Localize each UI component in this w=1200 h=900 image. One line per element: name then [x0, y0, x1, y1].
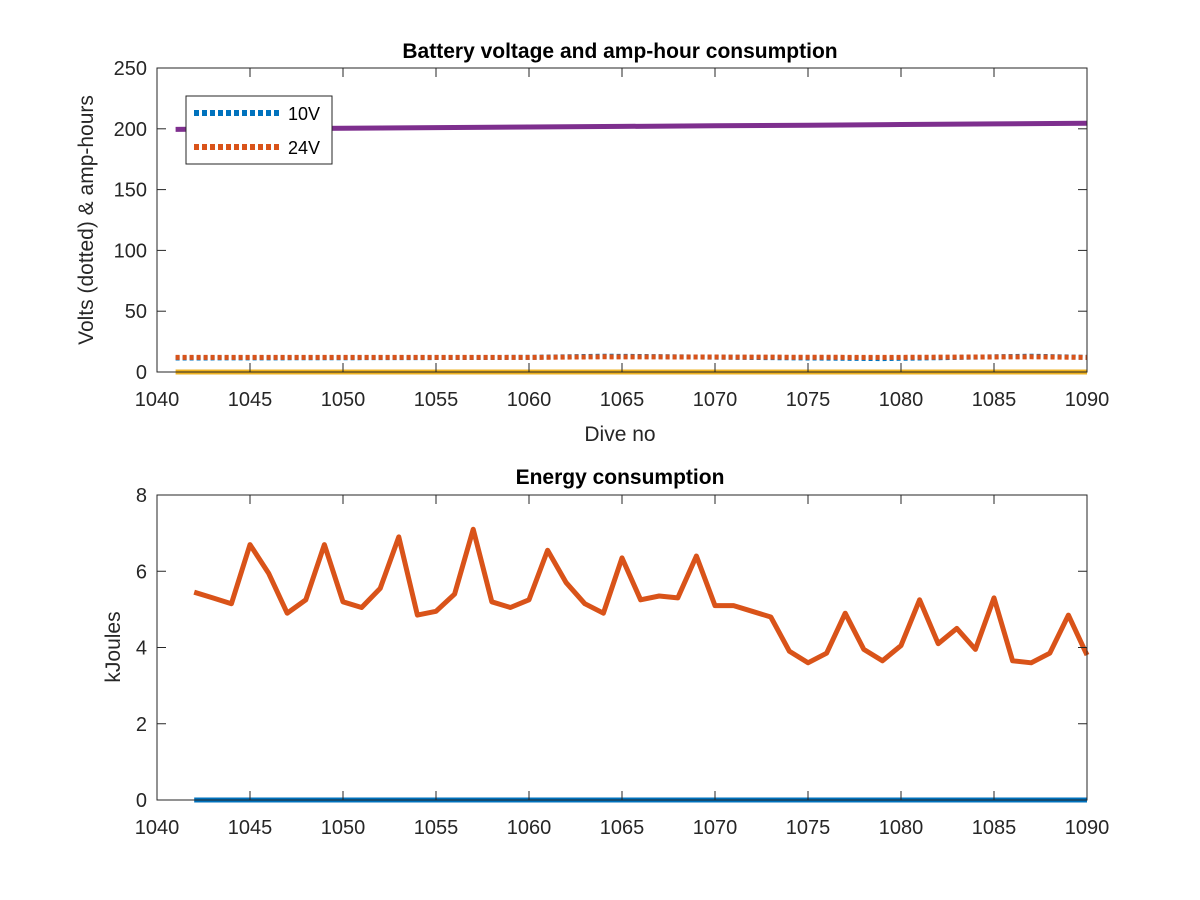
top-y-axis-label: Volts (dotted) & amp-hours [75, 95, 98, 345]
legend: 10V 24V [185, 95, 333, 165]
bottom-series-layer [193, 526, 1090, 803]
bottom-x-tick-label: 1060 [507, 817, 552, 839]
bottom-x-tick-label: 1075 [786, 817, 831, 839]
legend-box [185, 95, 333, 165]
voltage-amphour-plot: Battery voltage and amp-hour consumption… [75, 40, 1109, 446]
bottom-series-line-1 [193, 526, 1090, 666]
bottom-x-tick-label: 1055 [414, 817, 459, 839]
top-x-tick-label: 1060 [507, 389, 552, 411]
bottom-y-tick-label: 0 [136, 790, 147, 812]
bottom-x-tick-label: 1050 [321, 817, 366, 839]
top-x-tick-label: 1040 [135, 389, 180, 411]
top-x-ticks: 1040 1045 1050 1055 1060 1065 1070 1075 1080 1085… [135, 68, 1110, 411]
top-series-line-1 [175, 354, 1088, 360]
top-x-axis-label: Dive no [584, 423, 655, 446]
bottom-y-tick-label: 6 [136, 561, 147, 583]
top-x-tick-label: 1070 [693, 389, 738, 411]
top-y-tick-label: 250 [114, 58, 147, 80]
bottom-y-tick-label: 8 [136, 485, 147, 507]
legend-label-10v: 10V [288, 104, 320, 124]
top-y-tick-label: 100 [114, 240, 147, 262]
top-x-tick-label: 1090 [1065, 389, 1110, 411]
bottom-x-tick-label: 1045 [228, 817, 273, 839]
bottom-x-tick-label: 1065 [600, 817, 645, 839]
top-y-tick-label: 50 [125, 301, 147, 323]
energy-plot: Energy consumption 1040 1045 1050 1055 1060 1… [102, 466, 1109, 839]
bottom-x-tick-label: 1085 [972, 817, 1017, 839]
top-x-tick-label: 1045 [228, 389, 273, 411]
bottom-x-tick-label: 1040 [135, 817, 180, 839]
top-y-tick-label: 0 [136, 362, 147, 384]
top-y-ticks: 0 50 100 150 200 250 [114, 58, 1087, 384]
top-x-tick-label: 1085 [972, 389, 1017, 411]
bottom-y-ticks: 0 2 4 6 8 [136, 485, 1087, 812]
bottom-y-tick-label: 4 [136, 638, 147, 660]
top-x-tick-label: 1075 [786, 389, 831, 411]
legend-label-24v: 24V [288, 138, 320, 158]
top-x-tick-label: 1065 [600, 389, 645, 411]
top-chart-title: Battery voltage and amp-hour consumption [402, 40, 837, 63]
top-y-tick-label: 150 [114, 180, 147, 202]
bottom-chart-title: Energy consumption [516, 466, 725, 489]
top-y-tick-label: 200 [114, 119, 147, 141]
bottom-y-axis-label: kJoules [102, 611, 125, 682]
bottom-x-tick-label: 1080 [879, 817, 924, 839]
top-x-tick-label: 1050 [321, 389, 366, 411]
bottom-x-tick-label: 1070 [693, 817, 738, 839]
bottom-plot-frame [156, 494, 1088, 801]
bottom-y-tick-label: 2 [136, 714, 147, 736]
bottom-x-tick-label: 1090 [1065, 817, 1110, 839]
top-x-tick-label: 1055 [414, 389, 459, 411]
bottom-x-ticks: 1040 1045 1050 1055 1060 1065 1070 1075 1080 1085… [135, 495, 1110, 839]
top-x-tick-label: 1080 [879, 389, 924, 411]
